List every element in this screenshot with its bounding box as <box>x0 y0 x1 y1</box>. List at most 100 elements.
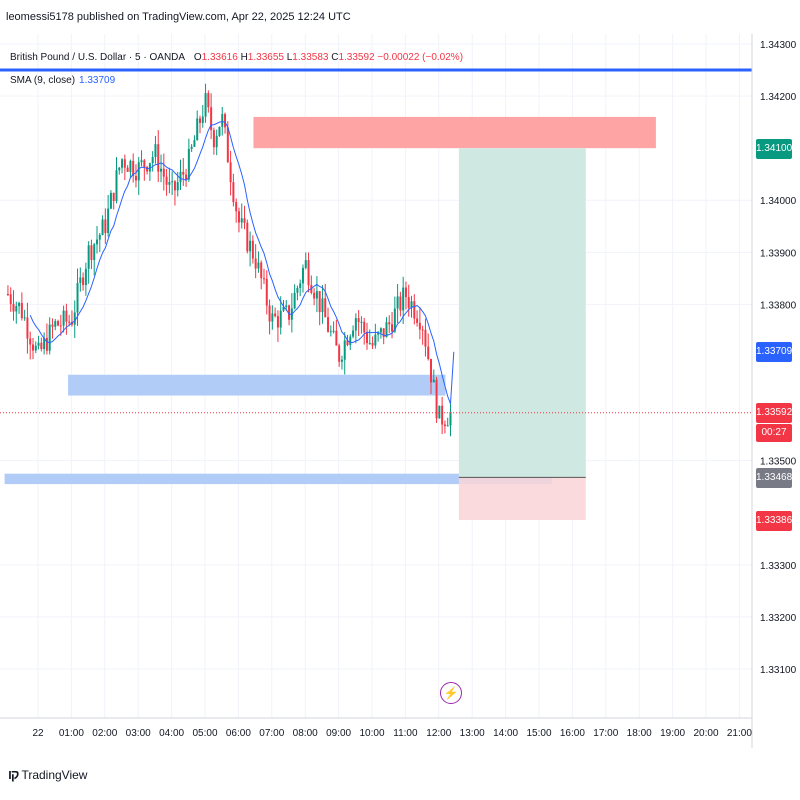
chart-zones <box>4 116 656 521</box>
x-tick-label: 04:00 <box>159 728 184 739</box>
candle-body <box>126 167 129 172</box>
candle-body <box>73 312 76 325</box>
candle-body <box>388 322 391 325</box>
candle-body <box>148 163 151 172</box>
x-tick-label: 02:00 <box>92 728 117 739</box>
candle-body <box>90 245 93 260</box>
sma-legend[interactable]: SMA (9, close) 1.33709 <box>10 75 115 86</box>
candle-body <box>260 262 263 279</box>
candle-body <box>349 336 352 345</box>
lightning-event-icon[interactable]: ⚡ <box>440 682 462 704</box>
candle-body <box>268 305 271 322</box>
high-value: 1.33655 <box>247 52 284 63</box>
candle-body <box>263 278 266 280</box>
target-price-tag: 1.34100 <box>756 139 792 159</box>
candle-body <box>296 288 299 293</box>
candle-body <box>185 174 188 180</box>
candle-body <box>243 218 246 223</box>
candle-body <box>29 338 32 345</box>
candle-body <box>391 324 394 332</box>
entry-price-tag: 1.33468 <box>756 468 792 488</box>
candle-body <box>140 160 143 163</box>
candle-body <box>271 313 274 322</box>
candle-body <box>402 287 405 311</box>
sma-line <box>29 121 455 404</box>
candle-body <box>40 342 43 350</box>
change-value: −0.00022 (−0.02%) <box>377 52 464 63</box>
x-tick-label: 11:00 <box>393 728 418 739</box>
candle-body <box>65 310 68 322</box>
x-tick-label: 13:00 <box>460 728 485 739</box>
candle-body <box>449 411 452 426</box>
candle-body <box>193 140 196 147</box>
candle-body <box>315 291 318 299</box>
sma-price-tag: 1.33709 <box>756 342 792 362</box>
candle-body <box>285 305 288 307</box>
y-tick-label: 1.33800 <box>760 300 797 311</box>
candle-body <box>182 171 185 175</box>
x-tick-label: 06:00 <box>226 728 251 739</box>
candle-body <box>12 303 15 312</box>
candle-body <box>304 260 307 268</box>
publish-info: leomessi5178 published on TradingView.co… <box>6 11 351 23</box>
tradingview-logo: קו <box>8 767 19 782</box>
candle-body <box>276 316 279 328</box>
candle-body <box>201 116 204 123</box>
candle-body <box>235 202 238 212</box>
x-tick-label: 21:00 <box>727 728 752 739</box>
candle-body <box>68 321 71 323</box>
candle-body <box>101 219 104 235</box>
candle-body <box>343 340 346 360</box>
candle-body <box>87 245 90 269</box>
candle-body <box>352 330 355 337</box>
x-tick-label: 03:00 <box>126 728 151 739</box>
candle-body <box>134 176 137 181</box>
candle-body <box>59 325 62 327</box>
candle-body <box>104 219 107 234</box>
last-price-tag: 1.33592 <box>756 403 792 423</box>
candle-body <box>146 166 149 172</box>
candle-body <box>176 182 179 191</box>
candle-body <box>218 126 221 136</box>
x-tick-label: 16:00 <box>560 728 585 739</box>
x-tick-label: 08:00 <box>293 728 318 739</box>
candle-body <box>224 114 227 128</box>
candle-body <box>226 127 229 163</box>
candle-body <box>132 160 135 177</box>
candle-body <box>31 344 34 351</box>
candle-body <box>360 321 363 323</box>
footer-brand: קו TradingView <box>8 767 87 782</box>
candle-body <box>210 107 213 131</box>
candle-body <box>332 330 335 332</box>
candle-body <box>82 277 85 286</box>
candle-body <box>229 162 232 183</box>
candle-body <box>382 328 385 338</box>
candle-body <box>237 211 240 223</box>
candle-body <box>232 182 235 203</box>
candle-body <box>34 345 37 351</box>
candle-body <box>327 317 330 332</box>
candle-body <box>207 93 210 108</box>
x-tick-label: 20:00 <box>693 728 718 739</box>
x-tick-label: 10:00 <box>359 728 384 739</box>
x-tick-label: 18:00 <box>627 728 652 739</box>
candle-body <box>157 144 160 172</box>
candle-body <box>84 268 87 286</box>
candle-body <box>435 379 438 419</box>
take-profit-zone <box>458 148 586 478</box>
x-tick-label: 17:00 <box>593 728 618 739</box>
candle-body <box>165 176 168 185</box>
candle-body <box>399 296 402 311</box>
support-zone <box>68 374 446 396</box>
symbol-legend[interactable]: British Pound / U.S. Dollar · 5 · OANDA … <box>10 52 464 63</box>
y-tick-label: 1.33900 <box>760 248 797 259</box>
y-tick-label: 1.33100 <box>760 665 797 676</box>
x-tick-label: 12:00 <box>426 728 451 739</box>
candle-body <box>43 337 46 350</box>
y-tick-label: 1.33200 <box>760 613 797 624</box>
candle-body <box>324 298 327 318</box>
candle-body <box>377 332 380 335</box>
chart-axes: 1.34300 1.34200 1.34000 1.33900 1.33800 1.335… <box>0 34 797 748</box>
candle-body <box>396 296 399 309</box>
